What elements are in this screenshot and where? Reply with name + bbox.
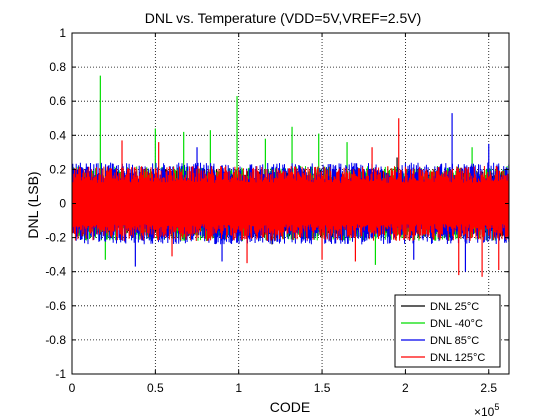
x-tick-label: 1.5 — [314, 381, 331, 395]
x-tick-labels: 0 0.5 1 1.5 2 2.5 — [69, 381, 498, 395]
legend-label: DNL -40°C — [430, 318, 483, 330]
y-tick-label: 0 — [59, 197, 66, 211]
y-tick-label: -1 — [55, 367, 66, 381]
legend-label: DNL 25°C — [430, 301, 479, 313]
x-axis-exponent: ×105 — [474, 402, 499, 419]
y-tick-label: 0.2 — [49, 162, 66, 176]
series-3 — [71, 118, 510, 277]
x-exponent-base: ×10 — [474, 405, 495, 419]
x-axis-label: CODE — [270, 399, 310, 415]
y-tick-label: -0.4 — [45, 265, 66, 279]
chart-title: DNL vs. Temperature (VDD=5V,VREF=2.5V) — [145, 10, 422, 26]
legend: DNL 25°C DNL -40°C DNL 85°C DNL 125°C — [394, 294, 501, 368]
legend-box — [394, 294, 501, 368]
x-tick-label: 2.5 — [480, 381, 497, 395]
x-tick-label: 0 — [69, 381, 76, 395]
x-tick-label: 0.5 — [147, 381, 164, 395]
legend-label: DNL 85°C — [430, 335, 479, 347]
series-layer — [71, 75, 510, 277]
y-tick-label: 0.8 — [49, 60, 66, 74]
y-tick-label: 0.6 — [49, 94, 66, 108]
series-trace — [71, 165, 510, 242]
y-tick-label: -0.6 — [45, 299, 66, 313]
y-tick-label: -0.8 — [45, 333, 66, 347]
legend-label: DNL 125°C — [430, 352, 485, 364]
y-tick-label: 1 — [59, 26, 66, 40]
x-tick-label: 2 — [402, 381, 409, 395]
y-axis-label: DNL (LSB) — [25, 171, 41, 238]
axis-ticks — [71, 32, 509, 375]
y-tick-label: 0.4 — [49, 128, 66, 142]
y-tick-label: -0.2 — [45, 231, 66, 245]
x-tick-label: 1 — [235, 381, 242, 395]
x-exponent-power: 5 — [494, 402, 499, 412]
y-tick-labels: -1 -0.8 -0.6 -0.4 -0.2 0 0.2 0.4 0.6 0.8 1 — [45, 26, 66, 381]
